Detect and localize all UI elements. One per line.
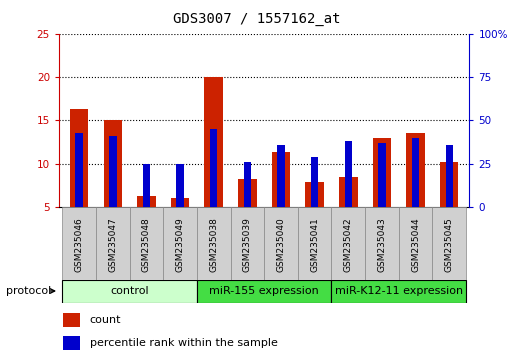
Bar — [63, 313, 80, 327]
Bar — [143, 164, 150, 207]
FancyBboxPatch shape — [264, 207, 298, 281]
Text: GSM235043: GSM235043 — [378, 217, 386, 272]
FancyBboxPatch shape — [331, 280, 466, 303]
Bar — [171, 198, 189, 207]
Text: GSM235042: GSM235042 — [344, 217, 353, 272]
FancyBboxPatch shape — [432, 207, 466, 281]
Bar — [440, 162, 459, 207]
Bar — [109, 136, 116, 207]
Bar — [412, 138, 419, 207]
FancyBboxPatch shape — [163, 207, 197, 281]
Text: control: control — [110, 286, 149, 296]
Bar — [445, 145, 453, 207]
Text: GSM235044: GSM235044 — [411, 217, 420, 272]
Text: GSM235046: GSM235046 — [75, 217, 84, 272]
Text: miR-K12-11 expression: miR-K12-11 expression — [334, 286, 463, 296]
Bar — [238, 179, 256, 207]
Text: GSM235040: GSM235040 — [277, 217, 286, 272]
Text: GSM235049: GSM235049 — [175, 217, 185, 272]
Bar — [176, 164, 184, 207]
Text: GSM235038: GSM235038 — [209, 217, 218, 272]
Text: GDS3007 / 1557162_at: GDS3007 / 1557162_at — [173, 12, 340, 27]
Bar — [278, 145, 285, 207]
FancyBboxPatch shape — [331, 207, 365, 281]
Text: GSM235045: GSM235045 — [445, 217, 453, 272]
Text: percentile rank within the sample: percentile rank within the sample — [90, 338, 278, 348]
Bar — [205, 77, 223, 207]
FancyBboxPatch shape — [63, 280, 197, 303]
Bar — [70, 109, 88, 207]
Bar — [63, 336, 80, 350]
Bar — [339, 177, 358, 207]
Bar — [137, 196, 156, 207]
FancyBboxPatch shape — [96, 207, 130, 281]
FancyBboxPatch shape — [230, 207, 264, 281]
FancyBboxPatch shape — [399, 207, 432, 281]
Bar — [378, 143, 386, 207]
Bar — [372, 138, 391, 207]
Bar — [272, 152, 290, 207]
Text: GSM235048: GSM235048 — [142, 217, 151, 272]
Bar — [345, 141, 352, 207]
FancyBboxPatch shape — [298, 207, 331, 281]
Text: GSM235041: GSM235041 — [310, 217, 319, 272]
Text: miR-155 expression: miR-155 expression — [209, 286, 319, 296]
Text: GSM235039: GSM235039 — [243, 217, 252, 272]
FancyBboxPatch shape — [197, 207, 230, 281]
Bar — [311, 157, 319, 207]
Text: protocol: protocol — [6, 286, 51, 296]
Bar — [305, 182, 324, 207]
Bar — [406, 133, 425, 207]
Bar — [244, 162, 251, 207]
FancyBboxPatch shape — [130, 207, 163, 281]
FancyBboxPatch shape — [197, 280, 331, 303]
Bar — [104, 120, 122, 207]
FancyBboxPatch shape — [63, 207, 96, 281]
Bar — [210, 129, 218, 207]
Text: GSM235047: GSM235047 — [108, 217, 117, 272]
Text: count: count — [90, 315, 121, 325]
Bar — [75, 132, 83, 207]
FancyBboxPatch shape — [365, 207, 399, 281]
